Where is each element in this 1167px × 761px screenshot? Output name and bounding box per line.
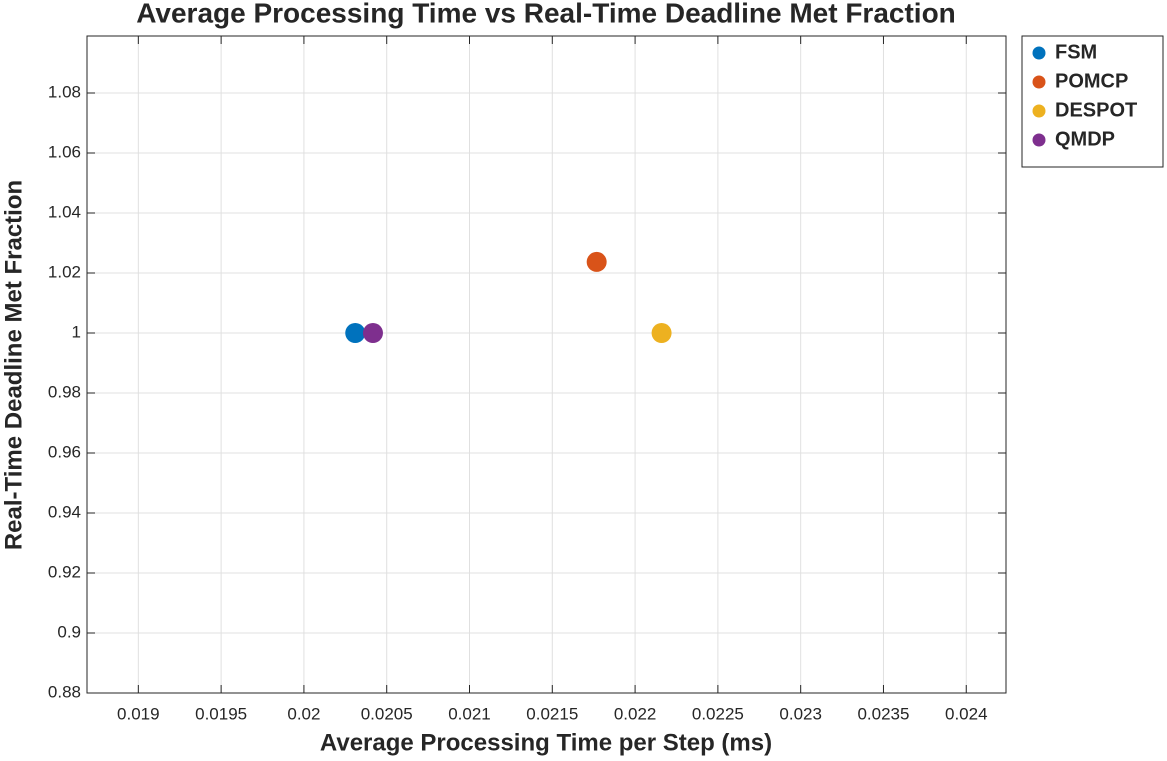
legend-label: DESPOT <box>1055 99 1137 121</box>
y-axis-label: Real-Time Deadline Met Fraction <box>0 180 27 550</box>
legend-marker <box>1032 75 1046 89</box>
legend-label: POMCP <box>1055 70 1128 92</box>
y-tick-label: 1.04 <box>48 202 81 221</box>
y-tick-label: 1 <box>72 322 81 341</box>
y-tick-label: 0.92 <box>48 562 81 581</box>
y-tick-label: 0.88 <box>48 682 81 701</box>
x-axis-label: Average Processing Time per Step (ms) <box>320 729 772 756</box>
chart-title: Average Processing Time vs Real-Time Dea… <box>136 0 956 28</box>
x-tick-label: 0.0215 <box>526 704 578 723</box>
point <box>345 323 366 343</box>
legend-box <box>1021 35 1164 168</box>
y-tick-label: 1.02 <box>48 262 81 281</box>
x-tick-label: 0.0225 <box>692 704 744 723</box>
y-tick-label: 1.08 <box>48 82 81 101</box>
legend-label: QMDP <box>1055 128 1115 150</box>
x-tick-label: 0.0235 <box>857 704 909 723</box>
x-tick-label: 0.024 <box>945 704 988 723</box>
point <box>586 251 607 272</box>
legend-marker <box>1032 133 1046 147</box>
legend-marker <box>1032 46 1046 60</box>
y-tick-label: 0.94 <box>48 502 81 521</box>
y-tick-label: 1.06 <box>48 142 81 161</box>
x-tick-label: 0.022 <box>614 704 657 723</box>
y-tick-label: 0.9 <box>57 622 81 641</box>
plot-frame <box>86 35 1007 694</box>
x-tick-label: 0.02 <box>287 704 320 723</box>
y-tick-label: 0.96 <box>48 442 81 461</box>
x-tick-label: 0.0205 <box>361 704 413 723</box>
x-tick-label: 0.019 <box>117 704 160 723</box>
point <box>362 323 383 343</box>
x-tick-label: 0.023 <box>779 704 822 723</box>
point <box>651 323 672 343</box>
y-tick-label: 0.98 <box>48 382 81 401</box>
legend-marker <box>1032 104 1046 118</box>
x-tick-label: 0.021 <box>448 704 491 723</box>
x-tick-label: 0.0195 <box>195 704 247 723</box>
legend-label: FSM <box>1055 41 1097 63</box>
